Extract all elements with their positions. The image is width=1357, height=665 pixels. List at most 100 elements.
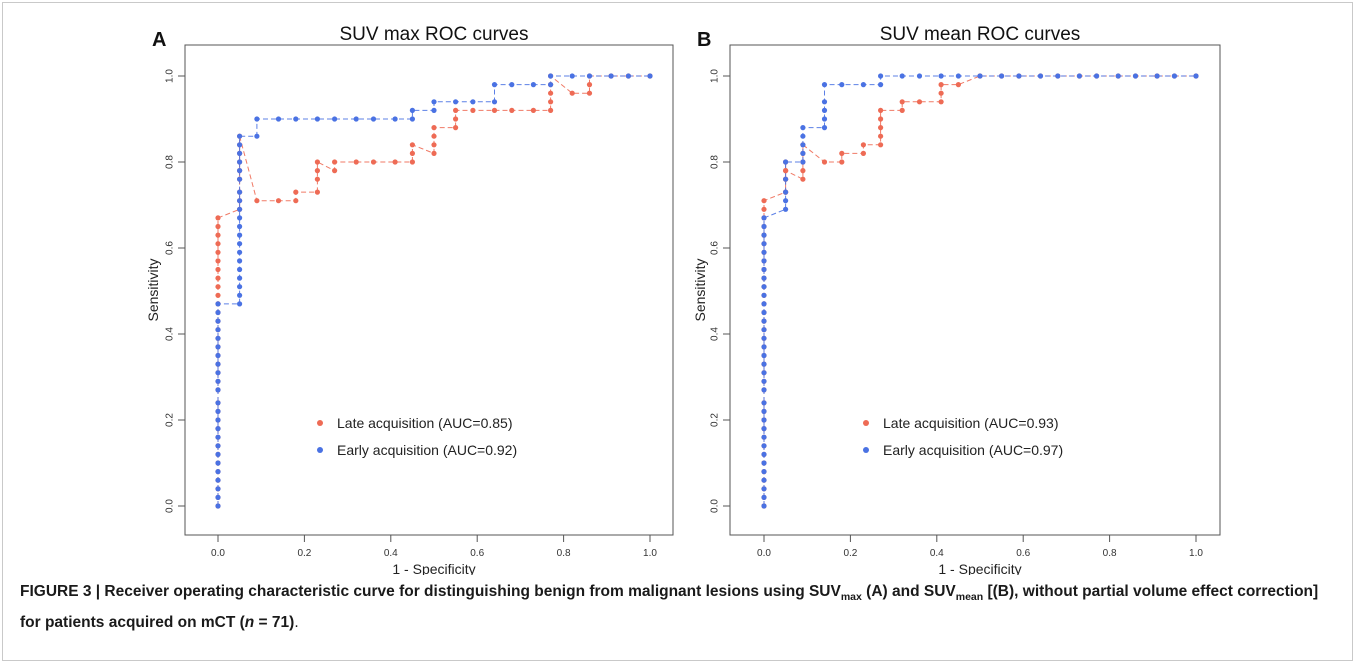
panel-b-early-point — [860, 82, 867, 88]
panel-b-late-point — [860, 150, 867, 156]
panel-a-early-point — [237, 159, 243, 165]
panel-b-late-point — [878, 142, 884, 148]
panel-a-early-point — [215, 426, 221, 432]
roc-figure: A SUV max ROC curves 0.0 0.2 0.4 0.6 0.8 1.0 0.0… — [145, 24, 1221, 575]
panel-a-late-legend-label: Late acquisition (AUC=0.85) — [337, 415, 513, 431]
panel-b-late-point — [878, 133, 884, 139]
panel-a-early-point — [409, 116, 415, 122]
panel-b-early-point — [878, 82, 884, 88]
panel-a-early-legend-marker — [317, 447, 323, 453]
figure-caption: FIGURE 3 | Receiver operating characteri… — [20, 579, 1330, 636]
panel-b-late-point — [783, 168, 789, 174]
panel-b-early-point — [761, 408, 767, 414]
panel-a-early-point — [608, 73, 614, 79]
panel-b-early-point — [783, 206, 789, 212]
panel-a-late-point — [215, 249, 221, 255]
panel-b-early-point — [1193, 73, 1199, 79]
panel-b-late-point — [878, 107, 884, 113]
panel-b-ytick-label: 0.4 — [710, 327, 721, 341]
panel-b-late-point — [916, 99, 923, 105]
panel-b-late-point — [761, 206, 767, 212]
panel-b-early-point — [955, 73, 962, 79]
panel-b-label: B — [697, 29, 711, 51]
panel-b-late-point — [899, 107, 905, 113]
panel-b-xtick-label: 1.0 — [1189, 548, 1203, 559]
panel-b-early-point — [761, 503, 767, 509]
panel-a-early-point — [332, 116, 338, 122]
panel-b-early-point — [1132, 73, 1139, 79]
panel-b-early-point — [1094, 73, 1100, 79]
panel-a-early-point — [237, 168, 243, 174]
panel-b-early-point — [761, 292, 767, 298]
panel-a-early-point — [215, 477, 221, 483]
panel-b-early-point — [783, 159, 789, 165]
panel-a-late-point — [509, 107, 515, 113]
panel-a-late-point — [215, 275, 221, 281]
panel-b-early-point — [839, 82, 845, 88]
panel-b-late-legend-marker — [863, 420, 869, 426]
panel-b-early-point — [761, 275, 767, 281]
panel-b-late-point — [938, 90, 944, 96]
panel-a-late-point — [332, 168, 338, 174]
panel-a-late-point — [215, 215, 221, 221]
panel-b-late-point — [800, 176, 806, 182]
panel-b-plot-box — [729, 44, 1221, 536]
panel-a-early-point — [215, 370, 221, 376]
panel-b-late-point — [878, 125, 884, 131]
panel-b-late-point — [800, 168, 806, 174]
panel-a-early-point — [254, 133, 260, 139]
panel-a-early-point — [237, 215, 243, 221]
panel-a-early-point — [215, 486, 221, 492]
panel-a-late-point — [293, 198, 299, 204]
panel-a-early-point — [647, 73, 653, 79]
panel-a-late-point — [530, 107, 537, 113]
caption-n: n — [244, 614, 255, 632]
panel-b-late-point — [761, 198, 767, 204]
panel-b-xlabel: 1 - Specificity — [938, 561, 1021, 575]
panel-a-early-point — [431, 99, 437, 105]
panel-b-early-point — [761, 352, 767, 359]
panel-b-ytick-label: 0.6 — [710, 241, 721, 255]
caption-label: FIGURE 3 | Receiver operating characteri… — [20, 583, 841, 600]
panel-a-late-point — [215, 232, 221, 238]
panel-a-early-point — [254, 116, 260, 122]
panel-a-early-point — [370, 116, 377, 122]
caption-part-b: [(B), without partial volume effect corr… — [20, 583, 1319, 632]
panel-b-ytick-label: 1.0 — [710, 69, 721, 83]
panel-a-early-point — [215, 503, 221, 509]
panel-b-early-point — [783, 189, 789, 195]
panel-a-early-point — [530, 82, 537, 88]
panel-a-early-point — [237, 206, 243, 212]
panel-a-early-point — [491, 99, 498, 105]
panel-b-early-point — [761, 344, 767, 350]
panel-a-late-point — [431, 150, 437, 156]
panel-a-early-point — [215, 494, 221, 500]
panel-b-xtick-label: 0.4 — [930, 548, 944, 559]
panel-a-early-point — [237, 301, 243, 307]
panel-b-early-point — [800, 159, 806, 165]
panel-a-xlabel: 1 - Specificity — [392, 561, 475, 575]
panel-b-early-point — [761, 309, 767, 316]
panel-a-early-point — [215, 361, 221, 367]
panel-b-late-point — [938, 82, 944, 88]
panel-b-xtick-label: 0.8 — [1103, 548, 1117, 559]
panel-b-early-point — [761, 215, 767, 221]
panel-a-early-point — [215, 344, 221, 350]
panel-a-late-point — [586, 82, 593, 88]
panel-b-early-point — [761, 494, 767, 500]
panel-a-early-point — [275, 116, 282, 122]
panel-a-early-point — [491, 82, 498, 88]
panel-a-late-point — [314, 176, 320, 182]
panel-b-early-point — [761, 223, 767, 230]
panel-a-early-point — [409, 107, 415, 113]
panel-b-early-point — [821, 99, 828, 105]
panel-a-late-point — [353, 159, 359, 165]
panel-a-xtick-label: 0.8 — [557, 548, 571, 559]
panel-a-late-point — [215, 292, 221, 298]
panel-a-early-point — [625, 73, 632, 79]
panel-b-early-point — [821, 82, 828, 88]
caption-part-c: = 71) — [254, 614, 295, 632]
panel-b-early-point — [1115, 73, 1121, 79]
panel-a-late-point — [409, 142, 415, 148]
panel-a-early-point — [453, 99, 459, 105]
